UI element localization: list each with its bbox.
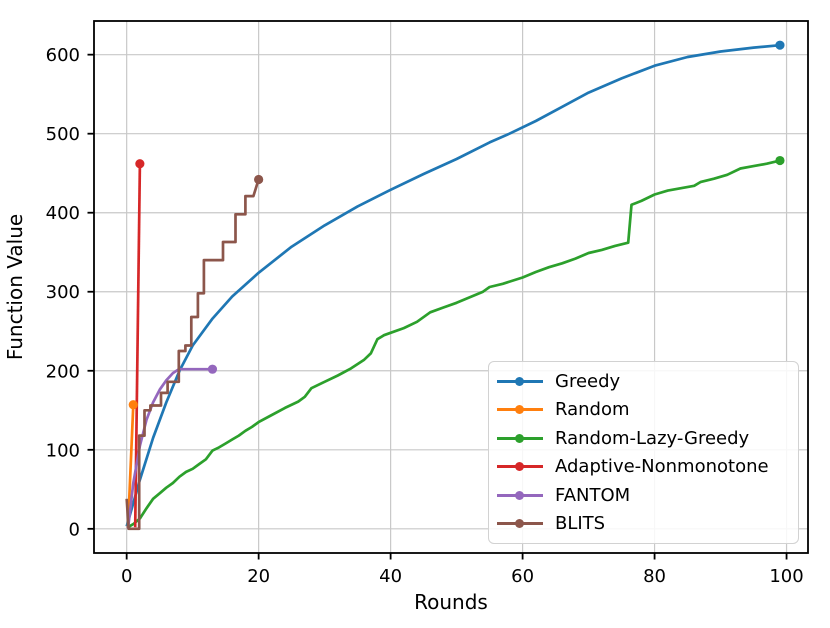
y-tick-label-500: 500	[46, 124, 80, 145]
y-tick-label-600: 600	[46, 45, 80, 66]
endpoint-marker-Greedy	[775, 40, 785, 50]
legend-line-sample	[497, 404, 543, 415]
legend-item-Random-Lazy-Greedy: Random-Lazy-Greedy	[489, 424, 798, 453]
x-tick-label-60: 60	[511, 566, 534, 587]
y-tick-label-400: 400	[46, 203, 80, 224]
legend-line-sample	[497, 461, 543, 472]
legend-marker-icon	[515, 519, 524, 529]
endpoint-marker-Random-Lazy-Greedy	[775, 155, 785, 166]
x-tick-label-40: 40	[379, 566, 402, 587]
legend-item-label: BLITS	[555, 513, 606, 535]
legend-line-sample	[497, 490, 543, 501]
axis-ticks	[87, 53, 788, 560]
series-line-Random-Lazy-Greedy	[127, 159, 781, 529]
y-tick-label-300: 300	[46, 282, 80, 303]
legend-item-label: Random-Lazy-Greedy	[555, 427, 750, 449]
y-tick-label-100: 100	[46, 440, 80, 461]
legend-item-Greedy: Greedy	[489, 367, 798, 396]
endpoint-marker-FANTOM	[207, 364, 218, 374]
tick-labels: 0 20 40 60 80 100 0 100 200 300 400 500 600	[46, 45, 804, 587]
endpoint-markers	[128, 40, 785, 410]
series-lines	[125, 43, 781, 531]
legend-marker-icon	[515, 405, 524, 415]
legend-line-sample	[497, 433, 543, 444]
legend: Greedy Random Random-Lazy-Greedy Adaptive-N…	[488, 361, 799, 544]
legend-marker-icon	[515, 433, 524, 443]
endpoint-marker-Adaptive-Nonmonotone	[135, 159, 145, 169]
series-line-BLITS	[125, 179, 260, 531]
legend-marker-icon	[515, 490, 524, 500]
legend-marker-icon	[515, 376, 524, 386]
axes-frame	[93, 20, 809, 554]
x-axis-label: Rounds	[414, 590, 488, 614]
x-tick-label-0: 0	[121, 566, 132, 587]
plot-border	[93, 20, 809, 554]
series-line-Random	[126, 404, 135, 529]
x-tick-label-100: 100	[769, 566, 803, 587]
y-axis-label: Function Value	[3, 214, 27, 360]
legend-item-Random: Random	[489, 396, 798, 425]
legend-line-sample	[497, 376, 543, 387]
x-tick-label-80: 80	[643, 566, 666, 587]
x-tick-label-20: 20	[247, 566, 270, 587]
y-tick-label-200: 200	[46, 361, 80, 382]
legend-item-label: Adaptive-Nonmonotone	[555, 456, 769, 478]
endpoint-marker-BLITS	[254, 174, 264, 185]
endpoint-marker-Random	[128, 400, 138, 410]
legend-line-sample	[497, 518, 543, 529]
legend-item-label: FANTOM	[555, 484, 631, 506]
legend-item-label: Random	[555, 399, 630, 421]
series-line-FANTOM	[126, 367, 213, 529]
legend-item-BLITS: BLITS	[489, 510, 798, 539]
legend-item-Adaptive-Nonmonotone: Adaptive-Nonmonotone	[489, 453, 798, 482]
legend-item-FANTOM: FANTOM	[489, 481, 798, 510]
gridlines	[94, 21, 808, 553]
y-tick-label-0: 0	[69, 519, 80, 540]
legend-marker-icon	[515, 462, 524, 472]
series-line-Greedy	[125, 43, 781, 527]
legend-item-label: Greedy	[555, 370, 621, 392]
